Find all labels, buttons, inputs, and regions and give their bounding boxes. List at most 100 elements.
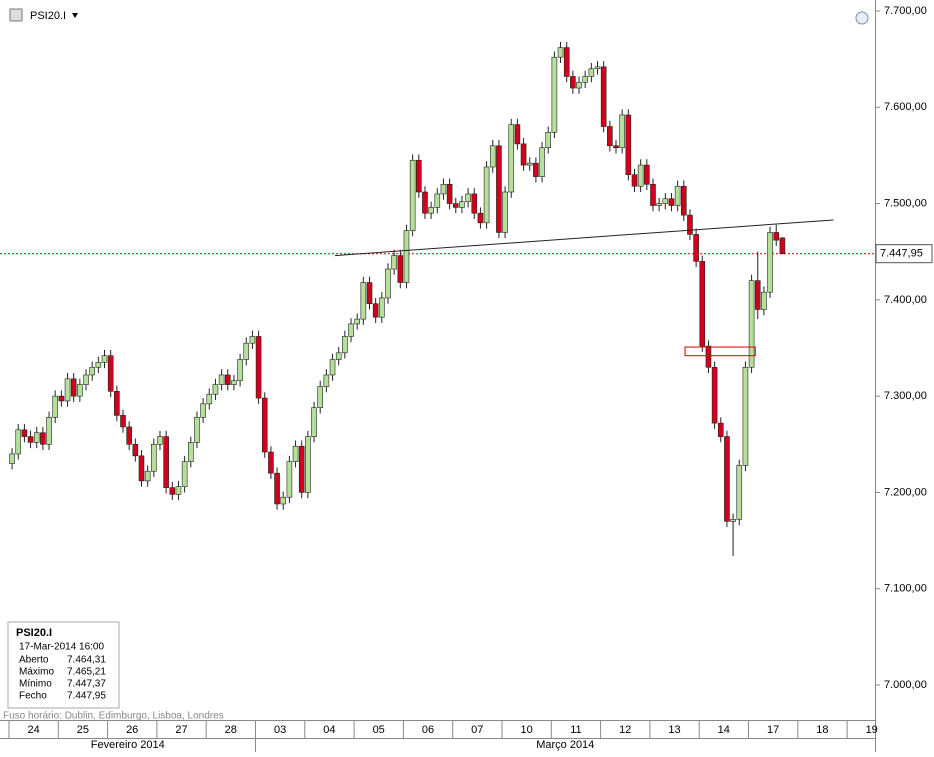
candle-body: [157, 436, 163, 445]
clock-icon[interactable]: [855, 11, 869, 25]
candle-body: [465, 193, 471, 202]
candle-body: [329, 359, 336, 376]
candle-body: [452, 203, 459, 208]
candle-body: [459, 201, 465, 208]
candle-body: [662, 198, 669, 204]
candle-body: [237, 359, 243, 382]
y-tick-label: 7.000,00: [884, 679, 927, 691]
x-tick-label: 05: [373, 724, 385, 736]
candle-body: [181, 461, 188, 487]
info-label: Mínimo: [19, 679, 52, 690]
candle-body: [403, 230, 410, 283]
candle-body: [151, 443, 157, 472]
candle-body: [607, 126, 613, 147]
candle-body: [391, 255, 397, 270]
x-tick-label: 11: [570, 724, 581, 736]
candle-body: [206, 393, 213, 405]
month-label: Fevereiro 2014: [91, 739, 165, 751]
x-tick-label: 27: [175, 724, 187, 736]
y-tick-label: 7.700,00: [884, 5, 927, 17]
candle-body: [613, 145, 619, 149]
last-price-label: 7.447,95: [880, 248, 923, 260]
info-value: 7.447,37: [67, 679, 106, 690]
x-tick-label: 13: [668, 724, 680, 736]
candle-body: [70, 378, 77, 397]
candle-body: [496, 145, 502, 233]
x-tick-label: 03: [274, 724, 286, 736]
candle-body: [101, 355, 108, 363]
candle-body: [107, 355, 114, 392]
candle-body: [40, 432, 46, 445]
info-symbol: PSI20.I: [16, 627, 52, 639]
candle-body: [397, 255, 404, 283]
candle-body: [169, 487, 176, 495]
candle-body: [520, 143, 527, 166]
candle-body: [33, 432, 40, 443]
y-tick-label: 7.500,00: [884, 197, 927, 209]
info-value: 7.465,21: [67, 667, 106, 678]
candle-body: [372, 303, 379, 318]
candle-body: [360, 282, 367, 320]
candle-body: [46, 417, 52, 445]
candle-body: [311, 407, 317, 437]
candle-body: [212, 384, 219, 395]
y-tick-label: 7.400,00: [884, 294, 927, 306]
x-tick-label: 18: [816, 724, 828, 736]
candle-body: [693, 234, 699, 262]
candle-body: [292, 445, 299, 462]
chart-icon[interactable]: [9, 8, 23, 22]
candle-body: [699, 261, 706, 347]
x-tick-label: 06: [422, 724, 434, 736]
candle-body: [674, 185, 681, 206]
candle-body: [175, 486, 182, 495]
candle-body: [163, 436, 169, 488]
candle-body: [9, 453, 15, 464]
candle-body: [77, 384, 83, 397]
y-tick-label: 7.100,00: [884, 583, 927, 595]
candle-body: [773, 232, 780, 241]
candle-body: [268, 451, 274, 474]
candle-body: [748, 280, 755, 368]
y-tick-label: 7.300,00: [884, 390, 927, 402]
info-value: 7.447,95: [67, 691, 106, 702]
candle-body: [557, 47, 564, 58]
candle-body: [255, 336, 262, 399]
candle-body: [588, 68, 595, 77]
x-tick-label: 04: [323, 724, 335, 736]
candle-body: [625, 114, 632, 175]
info-date: 17-Mar-2014 16:00: [19, 642, 104, 653]
dropdown-arrow[interactable]: [72, 13, 78, 18]
candle-body: [194, 417, 200, 443]
candle-body: [533, 162, 539, 177]
candle-body: [249, 336, 256, 344]
candle-body: [637, 164, 644, 187]
candle-body: [446, 184, 453, 204]
candle-body: [767, 232, 773, 293]
candle-body: [342, 336, 348, 354]
timezone: Fuso horário: Dublin, Edimburgo, Lisboa,…: [3, 711, 224, 722]
candle-body: [680, 185, 687, 216]
candle-body: [650, 184, 656, 206]
candle-body: [231, 380, 237, 385]
candle-body: [58, 395, 65, 402]
trendline: [334, 219, 834, 257]
x-tick-label: 19: [866, 724, 878, 736]
candle-body: [187, 442, 194, 462]
candle-body: [563, 47, 570, 77]
candle-body: [335, 352, 342, 360]
candle-body: [89, 366, 95, 376]
highlight-box: [684, 346, 756, 357]
x-tick-label: 24: [27, 724, 39, 736]
candle-body: [656, 203, 662, 206]
candle-body: [21, 429, 28, 437]
candle-body: [286, 461, 293, 498]
last-price-box: [875, 244, 933, 264]
x-tick-label: 26: [126, 724, 138, 736]
candle-body: [570, 76, 576, 89]
candle-body: [717, 422, 724, 437]
month-label: Março 2014: [536, 739, 594, 751]
candle-body: [64, 378, 71, 402]
candle-body: [508, 124, 515, 193]
candle-body: [323, 374, 330, 387]
